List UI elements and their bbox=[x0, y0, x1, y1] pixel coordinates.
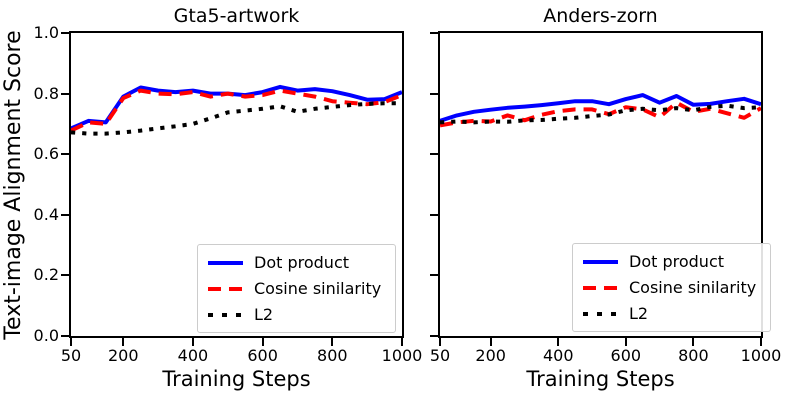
legend-label: Cosine sinilarity bbox=[629, 278, 757, 297]
legend-label: Dot product bbox=[254, 253, 350, 272]
l2-line-sample bbox=[583, 311, 618, 316]
y-tick-mark bbox=[61, 32, 69, 34]
x-tick-label: 600 bbox=[610, 346, 642, 365]
y-tick-mark bbox=[61, 213, 69, 216]
legend-label: L2 bbox=[629, 304, 649, 323]
series-line-cosine-sinilarity bbox=[440, 100, 761, 128]
y-tick-label: 1.0 bbox=[33, 23, 59, 42]
x-tick-label: 1000 bbox=[740, 346, 782, 365]
x-tick-mark bbox=[401, 338, 403, 346]
series-line-dot-product bbox=[440, 93, 761, 123]
y-tick-mark bbox=[430, 92, 438, 95]
l2-line-sample bbox=[208, 312, 243, 317]
x-tick-mark bbox=[331, 338, 334, 346]
legend-label: L2 bbox=[254, 305, 274, 324]
x-tick-mark bbox=[692, 338, 695, 346]
x-tick-label: 200 bbox=[107, 346, 139, 365]
cosine-similarity-line-sample bbox=[583, 285, 618, 290]
y-tick-mark bbox=[61, 335, 69, 337]
legend-item-cosine-similarity: Cosine sinilarity bbox=[583, 276, 756, 299]
legend-item-dot-product: Dot product bbox=[583, 250, 756, 273]
legend-label: Dot product bbox=[629, 252, 725, 271]
y-tick-label: 0.4 bbox=[33, 204, 59, 224]
x-tick-label: 200 bbox=[475, 346, 506, 365]
x-axis-label: Training Steps bbox=[162, 367, 311, 391]
x-tick-label: 800 bbox=[678, 346, 709, 365]
x-tick-mark bbox=[557, 338, 560, 346]
plot-area bbox=[71, 84, 402, 136]
subplot-anders-zorn: Anders-zorn Dot product Cosine sinilarit… bbox=[430, 5, 782, 391]
x-tick-label: 400 bbox=[177, 346, 209, 365]
x-tick-label: 50 bbox=[429, 346, 451, 365]
y-tick-mark bbox=[430, 32, 438, 34]
plot-area bbox=[440, 93, 761, 128]
subplot-title: Anders-zorn bbox=[543, 5, 658, 27]
y-tick-label: 0.8 bbox=[33, 83, 59, 103]
dot-product-line-sample bbox=[208, 260, 243, 265]
x-tick-mark bbox=[261, 338, 264, 346]
subplot-title: Gta5-artwork bbox=[173, 5, 300, 27]
x-tick-label: 800 bbox=[317, 346, 348, 365]
legend-item-l2: L2 bbox=[583, 302, 756, 325]
x-tick-label: 50 bbox=[60, 346, 82, 365]
x-tick-label: 1000 bbox=[381, 346, 423, 365]
x-tick-mark bbox=[122, 338, 125, 346]
x-tick-label: 400 bbox=[542, 346, 574, 365]
y-tick-label: 0.0 bbox=[33, 326, 59, 345]
legend: Dot product Cosine sinilarity L2 bbox=[572, 243, 772, 332]
x-tick-mark bbox=[191, 338, 194, 346]
cosine-similarity-line-sample bbox=[208, 286, 243, 291]
x-tick-label: 600 bbox=[247, 346, 278, 365]
series-line-cosine-sinilarity bbox=[71, 88, 402, 133]
y-tick-mark bbox=[430, 274, 438, 277]
legend-item-dot-product: Dot product bbox=[208, 251, 381, 274]
subplot-gta5-artwork: Gta5-artwork Dot product Cosine sinilari… bbox=[34, 5, 423, 391]
x-tick-mark bbox=[70, 338, 72, 346]
y-tick-label: 0.2 bbox=[33, 265, 59, 285]
y-tick-label: 0.6 bbox=[33, 144, 59, 164]
dot-product-line-sample bbox=[583, 259, 618, 264]
series-line-l2 bbox=[440, 103, 761, 125]
legend-item-l2: L2 bbox=[208, 303, 381, 326]
legend-label: Cosine sinilarity bbox=[254, 279, 382, 298]
x-tick-mark bbox=[489, 338, 492, 346]
legend: Dot product Cosine sinilarity L2 bbox=[197, 244, 397, 333]
legend-item-cosine-similarity: Cosine sinilarity bbox=[208, 277, 381, 300]
x-tick-mark bbox=[624, 338, 627, 346]
y-tick-mark bbox=[61, 153, 69, 156]
y-tick-mark bbox=[430, 153, 438, 156]
x-tick-mark bbox=[760, 338, 762, 346]
y-tick-mark bbox=[430, 213, 438, 216]
x-tick-mark bbox=[439, 338, 441, 346]
x-axis-label: Training Steps bbox=[526, 367, 675, 391]
y-tick-mark bbox=[61, 92, 69, 95]
y-tick-mark bbox=[430, 335, 438, 337]
series-line-dot-product bbox=[71, 84, 402, 131]
y-tick-mark bbox=[61, 274, 69, 277]
series-line-l2 bbox=[71, 101, 402, 136]
